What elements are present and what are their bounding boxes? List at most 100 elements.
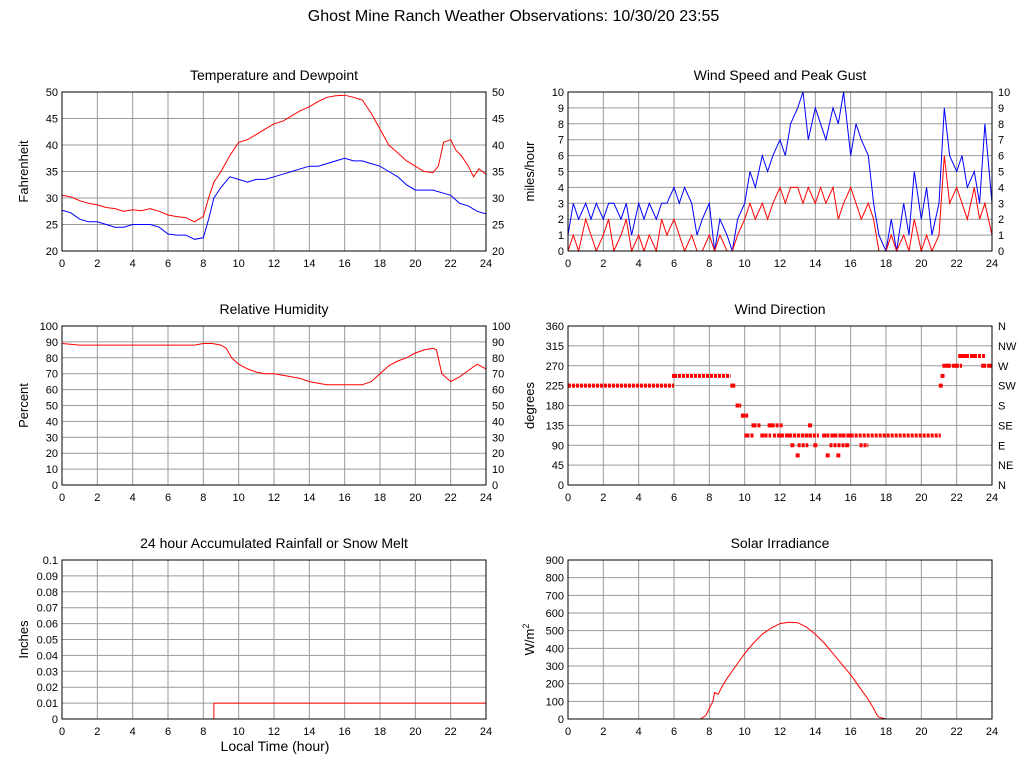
x-tick-label: 18 bbox=[374, 726, 386, 738]
x-tick-label: 6 bbox=[671, 726, 677, 738]
x-tick-label: 6 bbox=[165, 258, 171, 270]
series-line-0 bbox=[62, 94, 486, 223]
y-tick-label: 1 bbox=[558, 230, 564, 242]
y-axis-label: Fahrenheit bbox=[16, 140, 31, 203]
y-tick-label: 360 bbox=[546, 321, 564, 333]
right-tick-label: N bbox=[998, 321, 1006, 333]
direction-point bbox=[940, 373, 945, 378]
x-tick-label: 20 bbox=[915, 726, 927, 738]
chart-title: 24 hour Accumulated Rainfall or Snow Mel… bbox=[140, 535, 408, 551]
x-tick-label: 20 bbox=[915, 258, 927, 270]
y-tick-label: 600 bbox=[546, 608, 564, 620]
y-tick-label: 10 bbox=[46, 464, 58, 476]
direction-point bbox=[945, 363, 950, 368]
y-tick-label: 20 bbox=[46, 246, 58, 258]
x-tick-label: 10 bbox=[233, 726, 245, 738]
y-tick-label: 30 bbox=[46, 193, 58, 205]
x-tick-label: 18 bbox=[374, 492, 386, 504]
y-tick-label: 0 bbox=[558, 714, 564, 726]
direction-point bbox=[990, 363, 992, 368]
x-tick-label: 24 bbox=[986, 492, 998, 504]
y-tick-label: 7 bbox=[558, 135, 564, 147]
y-tick-label: 180 bbox=[546, 401, 564, 413]
direction-point bbox=[808, 423, 813, 428]
plot-frame bbox=[567, 559, 993, 720]
y-tick-label: 0.1 bbox=[43, 555, 58, 567]
direction-point bbox=[831, 433, 835, 438]
x-tick-label: 14 bbox=[809, 492, 821, 504]
y-tick-label: 20 bbox=[46, 448, 58, 460]
x-tick-label: 2 bbox=[94, 726, 100, 738]
y-tick-label: 8 bbox=[558, 119, 564, 131]
x-tick-label: 24 bbox=[986, 258, 998, 270]
direction-point bbox=[981, 363, 986, 368]
y-tick-label: 90 bbox=[46, 337, 58, 349]
chart-title: Temperature and Dewpoint bbox=[190, 67, 358, 83]
x-tick-label: 12 bbox=[774, 726, 786, 738]
y-tick-label: 300 bbox=[546, 661, 564, 673]
x-tick-label: 12 bbox=[268, 726, 280, 738]
right-tick-label: 50 bbox=[492, 87, 504, 99]
y-tick-label: 60 bbox=[46, 385, 58, 397]
x-tick-label: 8 bbox=[706, 258, 712, 270]
direction-point bbox=[836, 453, 841, 458]
right-tick-label: 2 bbox=[998, 214, 1004, 226]
right-tick-label: 0 bbox=[492, 480, 498, 492]
x-tick-label: 18 bbox=[880, 258, 892, 270]
direction-point bbox=[672, 373, 676, 378]
x-tick-label: 4 bbox=[130, 726, 136, 738]
y-tick-label: 6 bbox=[558, 151, 564, 163]
y-tick-label: 0.03 bbox=[37, 666, 58, 678]
x-tick-label: 18 bbox=[880, 726, 892, 738]
right-tick-label: 20 bbox=[492, 246, 504, 258]
x-tick-label: 16 bbox=[845, 726, 857, 738]
direction-point bbox=[735, 403, 740, 408]
x-tick-label: 6 bbox=[671, 492, 677, 504]
right-tick-label: 40 bbox=[492, 416, 504, 428]
x-tick-label: 16 bbox=[339, 258, 351, 270]
y-tick-label: 100 bbox=[40, 321, 58, 333]
right-tick-label: W bbox=[998, 361, 1009, 373]
plot-area bbox=[62, 94, 486, 240]
page-title: Ghost Mine Ranch Weather Observations: 1… bbox=[307, 8, 720, 25]
chart-title: Wind Speed and Peak Gust bbox=[694, 67, 867, 83]
x-tick-label: 4 bbox=[130, 492, 136, 504]
y-tick-label: 0 bbox=[558, 246, 564, 258]
y-axis-label: W/m2 bbox=[521, 624, 537, 656]
direction-point bbox=[942, 363, 947, 368]
chart-rain: 24 hour Accumulated Rainfall or Snow Mel… bbox=[16, 535, 492, 738]
x-tick-label: 16 bbox=[845, 258, 857, 270]
y-tick-label: 50 bbox=[46, 401, 58, 413]
y-tick-label: 90 bbox=[552, 440, 564, 452]
plot-frame bbox=[61, 325, 487, 486]
right-tick-label: 30 bbox=[492, 432, 504, 444]
x-tick-label: 22 bbox=[951, 258, 963, 270]
y-tick-label: 100 bbox=[546, 696, 564, 708]
x-tick-label: 16 bbox=[339, 492, 351, 504]
x-tick-label: 0 bbox=[59, 726, 65, 738]
right-tick-label: 10 bbox=[492, 464, 504, 476]
x-tick-label: 20 bbox=[409, 726, 421, 738]
x-axis-label: Local Time (hour) bbox=[220, 738, 330, 754]
y-tick-label: 800 bbox=[546, 573, 564, 585]
direction-point bbox=[744, 433, 749, 438]
x-tick-label: 16 bbox=[339, 726, 351, 738]
x-tick-label: 14 bbox=[303, 726, 315, 738]
x-tick-label: 4 bbox=[636, 258, 642, 270]
x-tick-label: 4 bbox=[636, 726, 642, 738]
y-tick-label: 4 bbox=[558, 182, 564, 194]
series-line-0 bbox=[568, 621, 992, 720]
right-tick-label: 40 bbox=[492, 140, 504, 152]
x-tick-label: 12 bbox=[774, 492, 786, 504]
x-tick-label: 20 bbox=[915, 492, 927, 504]
y-tick-label: 0 bbox=[52, 714, 58, 726]
x-tick-label: 10 bbox=[233, 492, 245, 504]
x-tick-label: 22 bbox=[951, 726, 963, 738]
y-tick-label: 35 bbox=[46, 167, 58, 179]
direction-point bbox=[963, 354, 968, 359]
x-tick-label: 22 bbox=[445, 492, 457, 504]
